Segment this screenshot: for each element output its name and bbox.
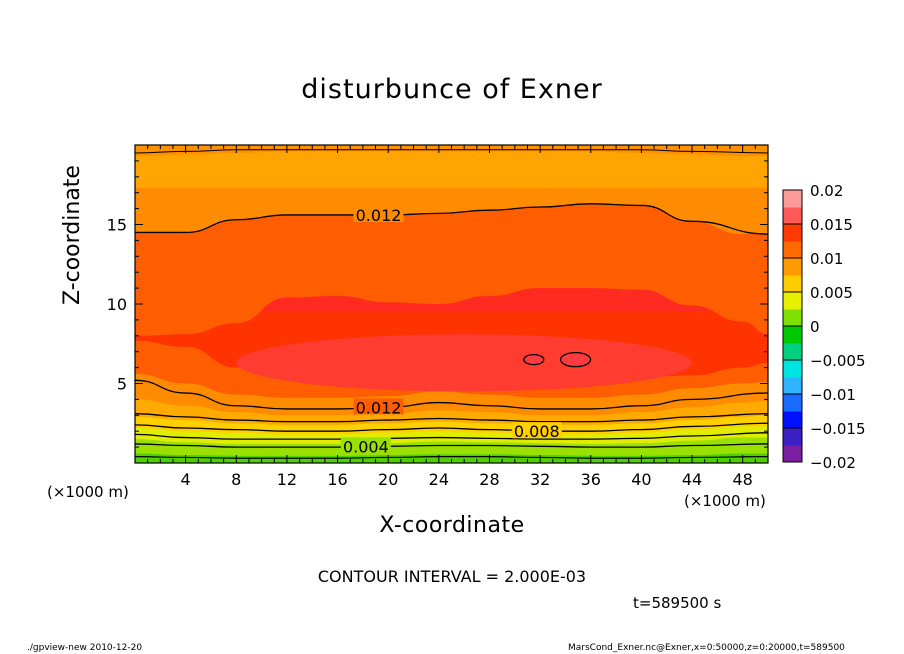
contour-line-0 (135, 443, 768, 448)
colorbar-label-1: 0.015 (810, 216, 853, 234)
colorbar-segment-10 (783, 275, 802, 293)
contour-label-bg-1 (511, 422, 562, 439)
x-tick-label-48: 48 (733, 470, 753, 489)
colorbar-label-6: −0.01 (810, 386, 856, 404)
colorbar-segment-1 (783, 428, 802, 446)
colorbar-segment-15 (783, 190, 802, 208)
filled-band-11 (135, 145, 768, 188)
x-tick-label-8: 8 (231, 470, 241, 489)
contour-label-bg-3 (353, 205, 404, 222)
colorbar-label-3: 0.005 (810, 284, 853, 302)
contour-closed-1 (523, 353, 545, 366)
colorbar-segment-12 (783, 241, 802, 259)
colorbar-segment-5 (783, 360, 802, 378)
footer-right: MarsCond_Exner.nc@Exner,x=0:50000,z=0:20… (568, 643, 845, 653)
filled-contours (135, 145, 768, 463)
chart-title: disturbunce of Exner (301, 74, 603, 105)
contour-line-4 (135, 379, 768, 410)
footer-left: ./gpview-new 2010-12-20 (27, 643, 143, 653)
colorbar-segment-6 (783, 343, 802, 361)
x-tick-label-36: 36 (581, 470, 601, 489)
contour-label-0: 0.004 (343, 437, 389, 456)
filled-band-12 (135, 145, 768, 157)
colorbar-label-2: 0.01 (810, 250, 843, 268)
colorbar-segment-9 (783, 292, 802, 310)
colorbar-segment-3 (783, 394, 802, 412)
colorbar-segment-0 (783, 445, 802, 463)
colorbar-segment-11 (783, 258, 802, 276)
colorbar-label-4: 0 (810, 318, 820, 336)
contour-label-1: 0.008 (514, 422, 560, 441)
y-tick-label-15: 15 (107, 216, 127, 235)
x-tick-label-4: 4 (181, 470, 191, 489)
colorbar-segment-7 (783, 326, 802, 344)
y-tick-label-5: 5 (117, 375, 127, 394)
colorbar-segment-13 (783, 224, 802, 242)
contour-closed-2 (559, 351, 592, 368)
colorbar: 0.02 0.015 0.01 0.005 0 −0.005 −0.01 −0.015 −0.0… (782, 182, 866, 472)
x-tick-label-28: 28 (479, 470, 499, 489)
x-tick-label-16: 16 (327, 470, 347, 489)
contour-line-3 (135, 413, 768, 423)
x-tick-label-24: 24 (429, 470, 449, 489)
colorbar-segment-2 (783, 411, 802, 429)
x-unit-label: (×1000 m) (684, 492, 766, 510)
colorbar-label-0: 0.02 (810, 182, 843, 200)
time-label: t=589500 s (633, 594, 722, 612)
x-axis-label: X-coordinate (379, 513, 525, 538)
contour-line-5 (135, 203, 768, 235)
x-tick-label-44: 44 (682, 470, 702, 489)
contour-line-2 (135, 422, 768, 432)
colorbar-segment-14 (783, 207, 802, 225)
colorbar-label-7: −0.015 (810, 420, 866, 438)
y-axis-label: Z-coordinate (60, 165, 85, 305)
x-tick-label-20: 20 (378, 470, 398, 489)
contour-line-1 (135, 432, 768, 440)
colorbar-label-5: −0.005 (810, 352, 866, 370)
colorbar-segment-4 (783, 377, 802, 395)
x-tick-label-40: 40 (631, 470, 651, 489)
y-tick-label-10: 10 (107, 295, 127, 314)
contour-interval: CONTOUR INTERVAL = 2.000E-03 (317, 567, 587, 586)
x-tick-label-12: 12 (277, 470, 297, 489)
filled-core (236, 334, 693, 392)
contour-label-bg-0 (340, 437, 391, 454)
contour-label-3: 0.012 (356, 206, 402, 225)
contour-label-bg-2 (353, 398, 404, 415)
colorbar-segment-8 (783, 309, 802, 327)
y-unit-label: (×1000 m) (47, 483, 129, 501)
colorbar-label-8: −0.02 (810, 454, 856, 472)
contour-label-2: 0.012 (356, 398, 402, 417)
x-tick-label-32: 32 (530, 470, 550, 489)
